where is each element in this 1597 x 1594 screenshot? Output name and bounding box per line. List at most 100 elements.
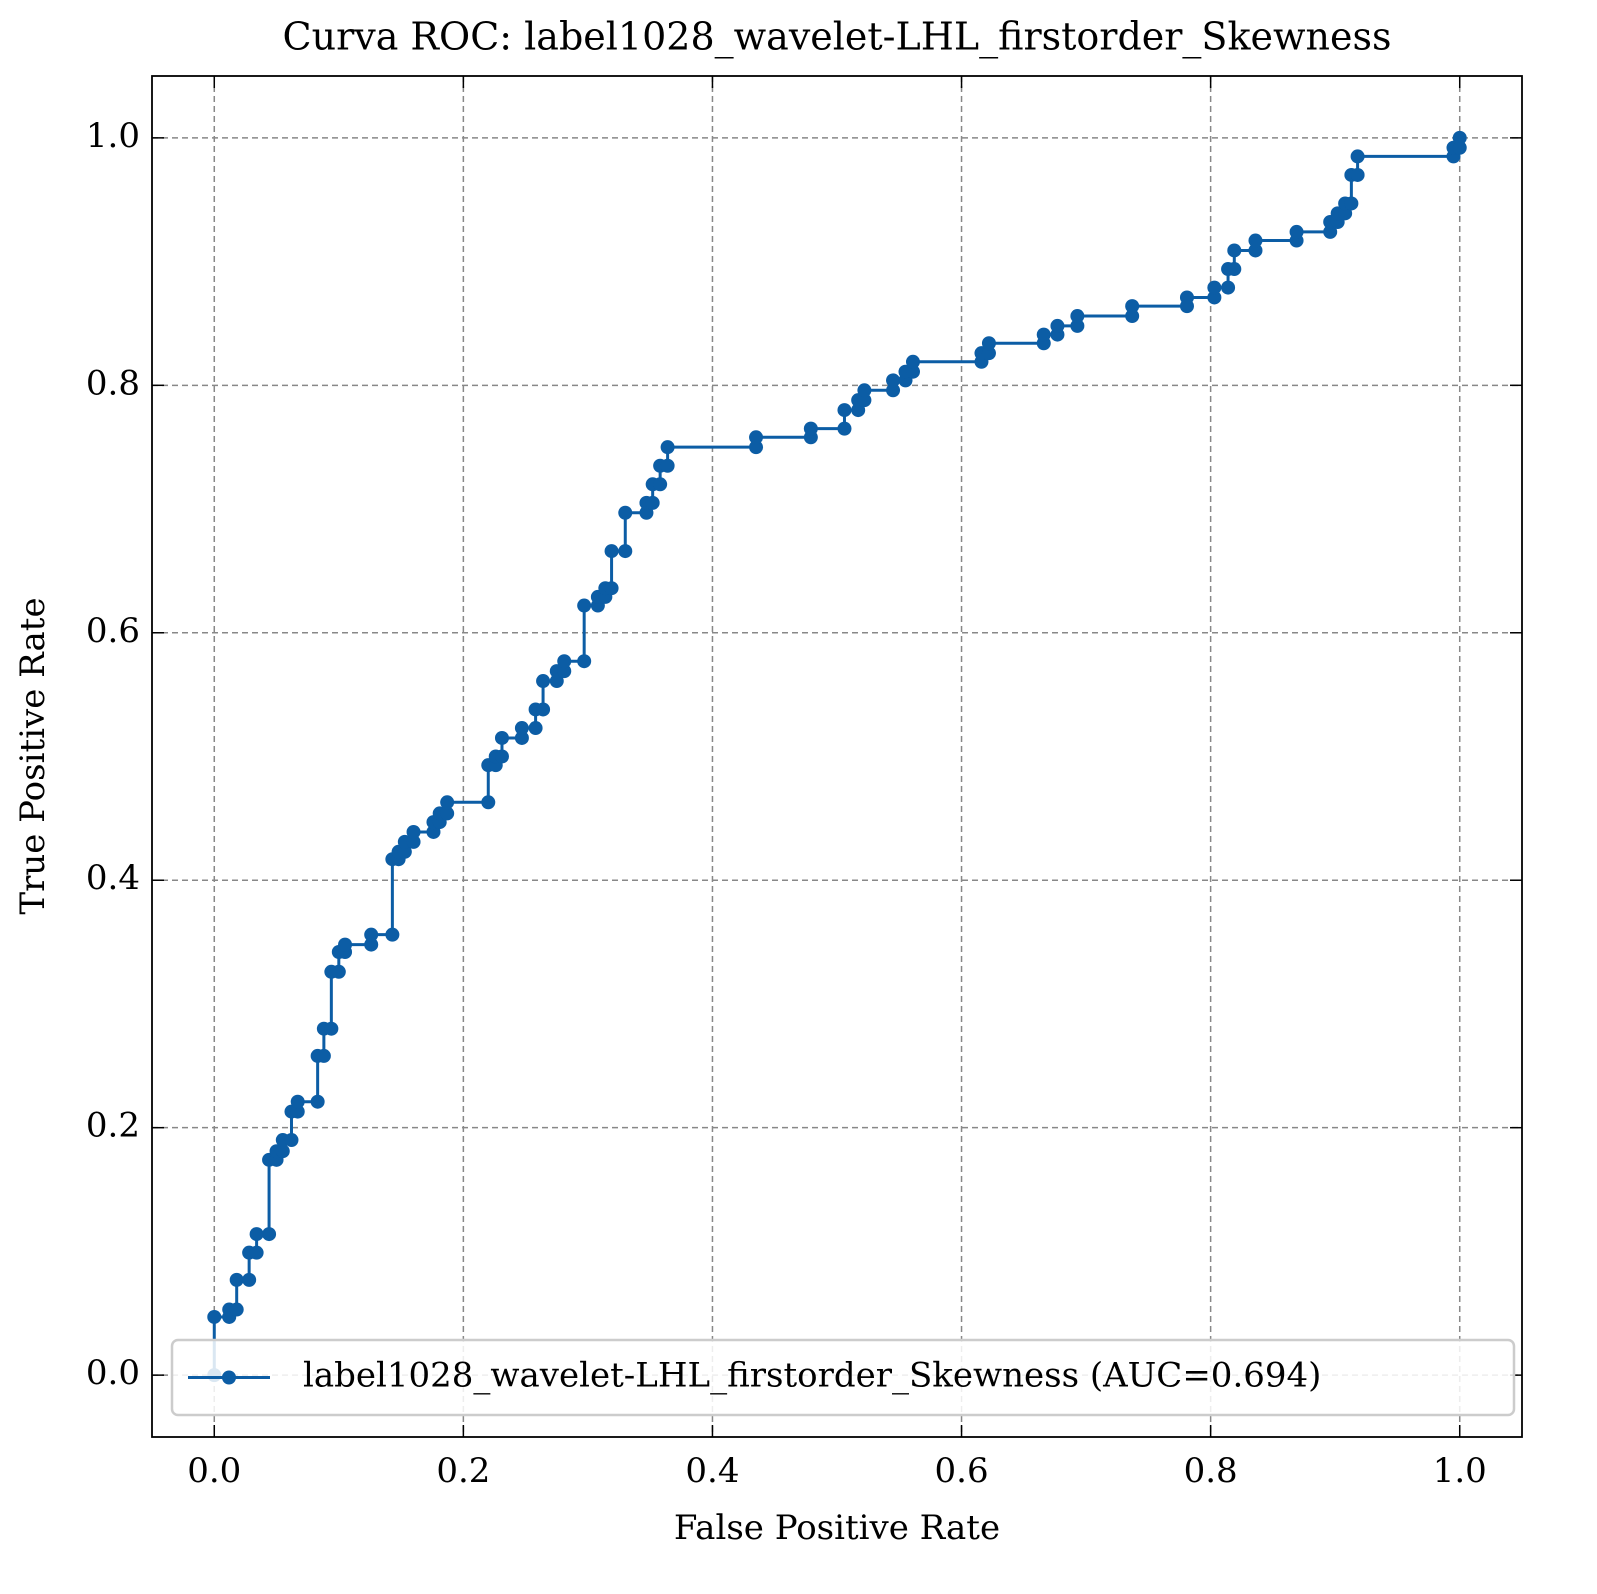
roc-point [514,721,529,736]
roc-point [604,581,619,596]
roc-point [310,1094,325,1109]
roc-point [406,834,421,849]
roc-point [481,795,496,810]
roc-point [331,964,346,979]
x-tick-label: 0.4 [685,1451,739,1491]
roc-point [338,937,353,952]
roc-point [397,844,412,859]
x-tick-label: 0.0 [187,1451,241,1491]
y-tick-label: 0.8 [86,363,140,403]
roc-point [1070,309,1085,324]
roc-point [528,721,543,736]
roc-point [536,674,551,689]
roc-point [1350,149,1365,164]
roc-point [324,1021,339,1036]
y-tick-label: 0.6 [86,611,140,651]
roc-point [316,1048,331,1063]
roc-line [212,137,1462,1376]
roc-point [1323,224,1338,239]
roc-point [577,654,592,669]
roc-point [857,383,872,398]
roc-point [1125,309,1140,324]
roc-point [1207,280,1222,295]
roc-point [406,824,421,839]
y-tick-label: 1.0 [86,116,140,156]
y-axis-label: True Positive Rate [13,597,53,914]
roc-point [981,346,996,361]
roc-point [364,927,379,942]
roc-point [514,730,529,745]
y-tick-label: 0.2 [86,1106,140,1146]
roc-point [536,702,551,717]
roc-point [1248,233,1263,248]
roc-point [981,336,996,351]
roc-point [1344,196,1359,211]
roc-point [618,544,633,559]
chart-title: Curva ROC: label1028_wavelet-LHL_firstor… [283,15,1392,60]
roc-point [886,373,901,388]
roc-point [1207,290,1222,305]
roc-point [1289,224,1304,239]
legend: label1028_wavelet-LHL_firstorder_Skewnes… [170,1338,1516,1417]
roc-point [653,477,668,492]
roc-point [1050,318,1065,333]
roc-point [207,1309,222,1324]
roc-point [660,440,675,455]
roc-point [886,383,901,398]
roc-point [1179,290,1194,305]
roc-point [1221,280,1236,295]
roc-point [275,1144,290,1159]
roc-point [1350,167,1365,182]
roc-point [749,440,764,455]
y-tick-label: 0.0 [86,1353,140,1393]
roc-point [1227,243,1242,258]
roc-point [1452,130,1467,145]
roc-point [557,664,572,679]
x-axis-label: False Positive Rate [674,1508,1000,1548]
x-tick-label: 0.2 [436,1451,490,1491]
y-tick-label: 0.4 [86,858,140,898]
roc-point [1070,318,1085,333]
x-tick-label: 1.0 [1433,1451,1487,1491]
roc-point [618,505,633,520]
roc-point [837,403,852,418]
roc-point [1452,140,1467,155]
roc-point [857,393,872,408]
roc-point [262,1227,277,1242]
legend-label: label1028_wavelet-LHL_firstorder_Skewnes… [303,1356,1321,1396]
roc-point [749,430,764,445]
roc-point [290,1094,305,1109]
roc-point [905,364,920,379]
plot-frame [151,75,1523,1438]
roc-point [577,598,592,613]
roc-point [284,1133,299,1148]
roc-point [242,1272,257,1287]
roc-point [494,730,509,745]
roc-point [604,544,619,559]
roc-point [229,1302,244,1317]
roc-point [440,806,455,821]
roc-point [290,1104,305,1119]
roc-point [385,927,400,942]
roc-point [905,354,920,369]
roc-point [249,1245,264,1260]
roc-point [557,654,572,669]
legend-box [170,1338,1516,1417]
roc-point [1248,243,1263,258]
roc-point [364,937,379,952]
roc-point [803,421,818,436]
roc-point [494,749,509,764]
roc-point [549,674,564,689]
roc-point [440,795,455,810]
roc-point [1227,262,1242,277]
roc-point [837,421,852,436]
roc-point [249,1227,264,1242]
roc-point [1125,299,1140,314]
roc-point [1036,327,1051,342]
legend-marker [222,1370,236,1385]
roc-point [660,458,675,473]
x-tick-label: 0.8 [1184,1451,1238,1491]
roc-point [229,1272,244,1287]
x-tick-label: 0.6 [935,1451,989,1491]
